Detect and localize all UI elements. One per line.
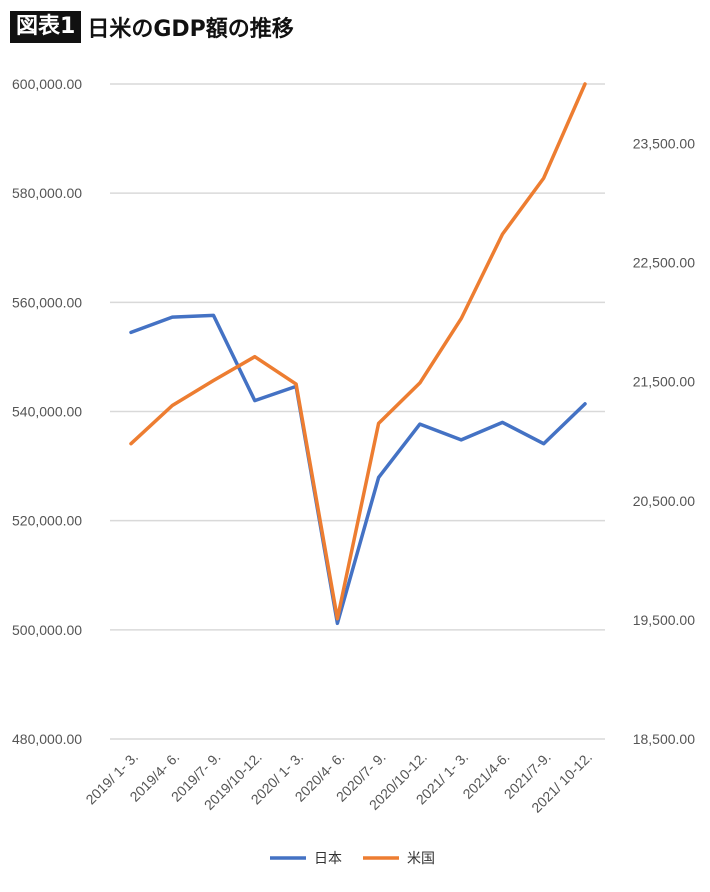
left-axis-tick-label: 600,000.00 [12,76,82,92]
left-axis-tick-label: 560,000.00 [12,294,82,310]
series-line-us [129,82,587,621]
right-axis-tick-label: 23,500.00 [633,136,695,152]
right-axis-tick-label: 18,500.00 [633,731,695,747]
legend-label: 米国 [407,851,435,867]
right-axis-ticks: 23,500.00 22,500.00 21,500.00 20,500.00 19,5… [633,136,695,747]
legend-label: 日本 [314,851,342,867]
right-axis-tick-label: 22,500.00 [633,255,695,271]
left-axis-tick-label: 500,000.00 [12,622,82,638]
right-axis-tick-label: 21,500.00 [633,374,695,390]
left-axis-tick-label: 580,000.00 [12,185,82,201]
left-axis-tick-label: 540,000.00 [12,404,82,420]
right-axis-tick-label: 19,500.00 [633,612,695,628]
x-axis-ticks: 2019/ 1- 3.2019/4- 6.2019/7- 9.2019/10-1… [82,749,595,816]
right-axis-tick-label: 20,500.00 [633,493,695,509]
left-axis-tick-label: 480,000.00 [12,731,82,747]
gridlines [110,83,605,740]
left-axis-ticks: 600,000.00 580,000.00 560,000.00 540,000.00… [12,76,82,747]
series-line-japan [129,313,587,626]
figure-badge: 図表1 [10,11,82,43]
left-axis-tick-label: 520,000.00 [12,513,82,529]
legend: 日本 米国 [270,851,435,867]
figure-title: 日米のGDP額の推移 [87,17,294,42]
series-lines [129,82,587,626]
figure-header: 図表1 日米のGDP額の推移 [10,10,294,44]
